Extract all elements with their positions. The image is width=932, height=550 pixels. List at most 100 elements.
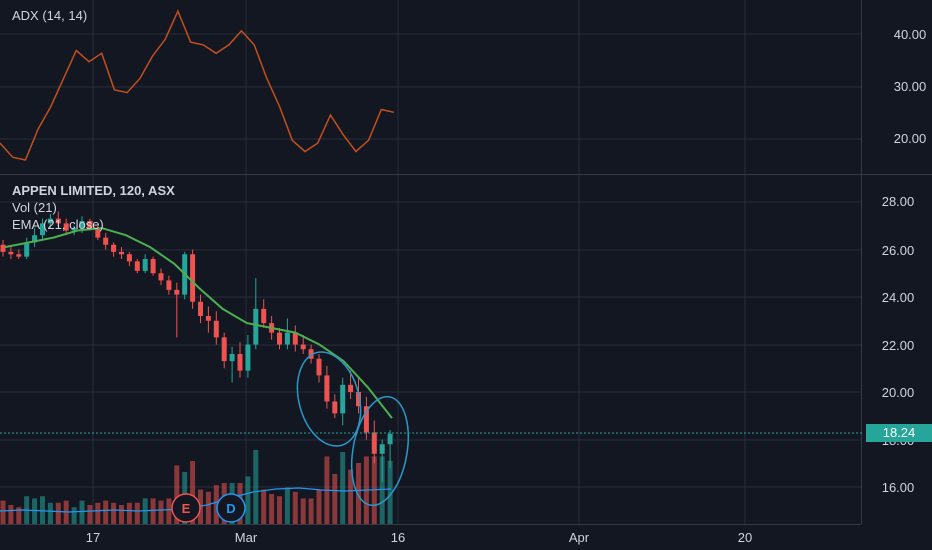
candle <box>229 346 235 383</box>
adx-tick-label: 40.00 <box>894 27 927 42</box>
annotation-ellipse-left <box>296 351 362 447</box>
volume-bar <box>205 491 211 524</box>
candle <box>119 247 124 259</box>
volume-bar <box>300 498 306 524</box>
candle <box>190 249 196 309</box>
candlesticks <box>0 211 393 483</box>
svg-text:E: E <box>182 501 191 516</box>
candle <box>277 327 282 350</box>
volume-bar <box>316 489 322 524</box>
volume-bar <box>119 505 124 524</box>
volume-bar <box>269 494 275 524</box>
volume-bar <box>284 487 290 524</box>
candle <box>111 242 117 257</box>
marker-e[interactable]: E <box>171 493 201 523</box>
volume-bar <box>8 505 14 524</box>
candle <box>24 237 30 259</box>
candle <box>316 354 322 383</box>
volume-bar <box>16 507 22 524</box>
volume-bar <box>47 502 53 524</box>
candle <box>8 247 14 259</box>
volume-bar <box>387 460 393 524</box>
price-tick-label: 24.00 <box>882 290 915 305</box>
candle <box>142 254 148 274</box>
volume-bar <box>40 496 45 524</box>
candle <box>363 396 369 440</box>
volume-bar <box>166 498 172 524</box>
candle <box>103 232 109 250</box>
candle <box>371 420 377 464</box>
candle <box>126 251 132 267</box>
candle <box>158 268 164 286</box>
volume-bar <box>55 502 61 524</box>
candle <box>308 344 314 364</box>
volume-legend[interactable]: Vol (21) <box>12 200 57 215</box>
time-tick-label: 20 <box>738 530 752 545</box>
adx-legend[interactable]: ADX (14, 14) <box>12 8 88 23</box>
time-tick-label: 17 <box>86 530 100 545</box>
candle <box>348 370 354 400</box>
volume-bar <box>213 485 219 524</box>
last-price-tag: 18.24 <box>866 424 932 442</box>
volume-bar <box>32 498 38 524</box>
volume-bar <box>0 500 6 524</box>
volume-bar <box>150 498 156 524</box>
candle <box>292 325 298 352</box>
price-tick-label: 22.00 <box>882 338 915 353</box>
time-tick-label: Apr <box>569 530 590 545</box>
adx-line <box>0 9 395 161</box>
candle <box>261 299 267 328</box>
candle <box>237 342 243 378</box>
volume-bar <box>340 452 346 524</box>
grid-lines <box>0 0 862 524</box>
candle <box>332 394 338 419</box>
candle <box>387 430 393 468</box>
annotation-ellipse-right <box>350 395 410 507</box>
candle <box>245 335 251 378</box>
candle <box>324 365 330 409</box>
candle <box>150 256 156 276</box>
price-tick-label: 26.00 <box>882 243 915 258</box>
candle <box>32 228 38 248</box>
candle <box>205 306 211 333</box>
time-tick-label: 16 <box>391 530 405 545</box>
volume-bar <box>71 507 77 524</box>
volume-bar <box>332 474 338 524</box>
volume-bar <box>190 461 196 524</box>
volume-bar <box>126 502 132 524</box>
volume-bar <box>379 456 385 524</box>
candle <box>284 318 290 350</box>
volume-bar <box>277 496 282 524</box>
candle <box>340 377 346 426</box>
svg-text:D: D <box>226 501 235 516</box>
symbol-legend[interactable]: APPEN LIMITED, 120, ASX <box>12 183 175 198</box>
price-tick-label: 20.00 <box>882 385 915 400</box>
volume-bar <box>95 502 101 524</box>
candle <box>253 278 259 350</box>
ema-line <box>4 227 393 419</box>
volume-bar <box>103 500 109 524</box>
volume-bar <box>356 463 361 524</box>
candle <box>134 259 140 274</box>
candle <box>221 332 227 369</box>
candle <box>213 311 219 345</box>
volume-bar <box>245 476 251 524</box>
volume-bar <box>261 489 267 524</box>
candle <box>379 439 385 483</box>
candle <box>174 282 180 338</box>
candle <box>55 211 61 226</box>
time-tick-label: Mar <box>235 530 258 545</box>
candle <box>63 218 69 236</box>
candle <box>198 294 203 324</box>
candle <box>16 249 22 259</box>
volume-bar <box>348 469 354 524</box>
marker-d[interactable]: D <box>216 493 246 523</box>
candle <box>47 213 53 229</box>
ema-legend[interactable]: EMA (21, close) <box>12 217 104 232</box>
price-tick-label: 16.00 <box>882 480 915 495</box>
volume-bar <box>111 502 117 524</box>
candle <box>166 275 172 295</box>
candle <box>0 240 6 257</box>
volume-bar <box>134 502 140 524</box>
